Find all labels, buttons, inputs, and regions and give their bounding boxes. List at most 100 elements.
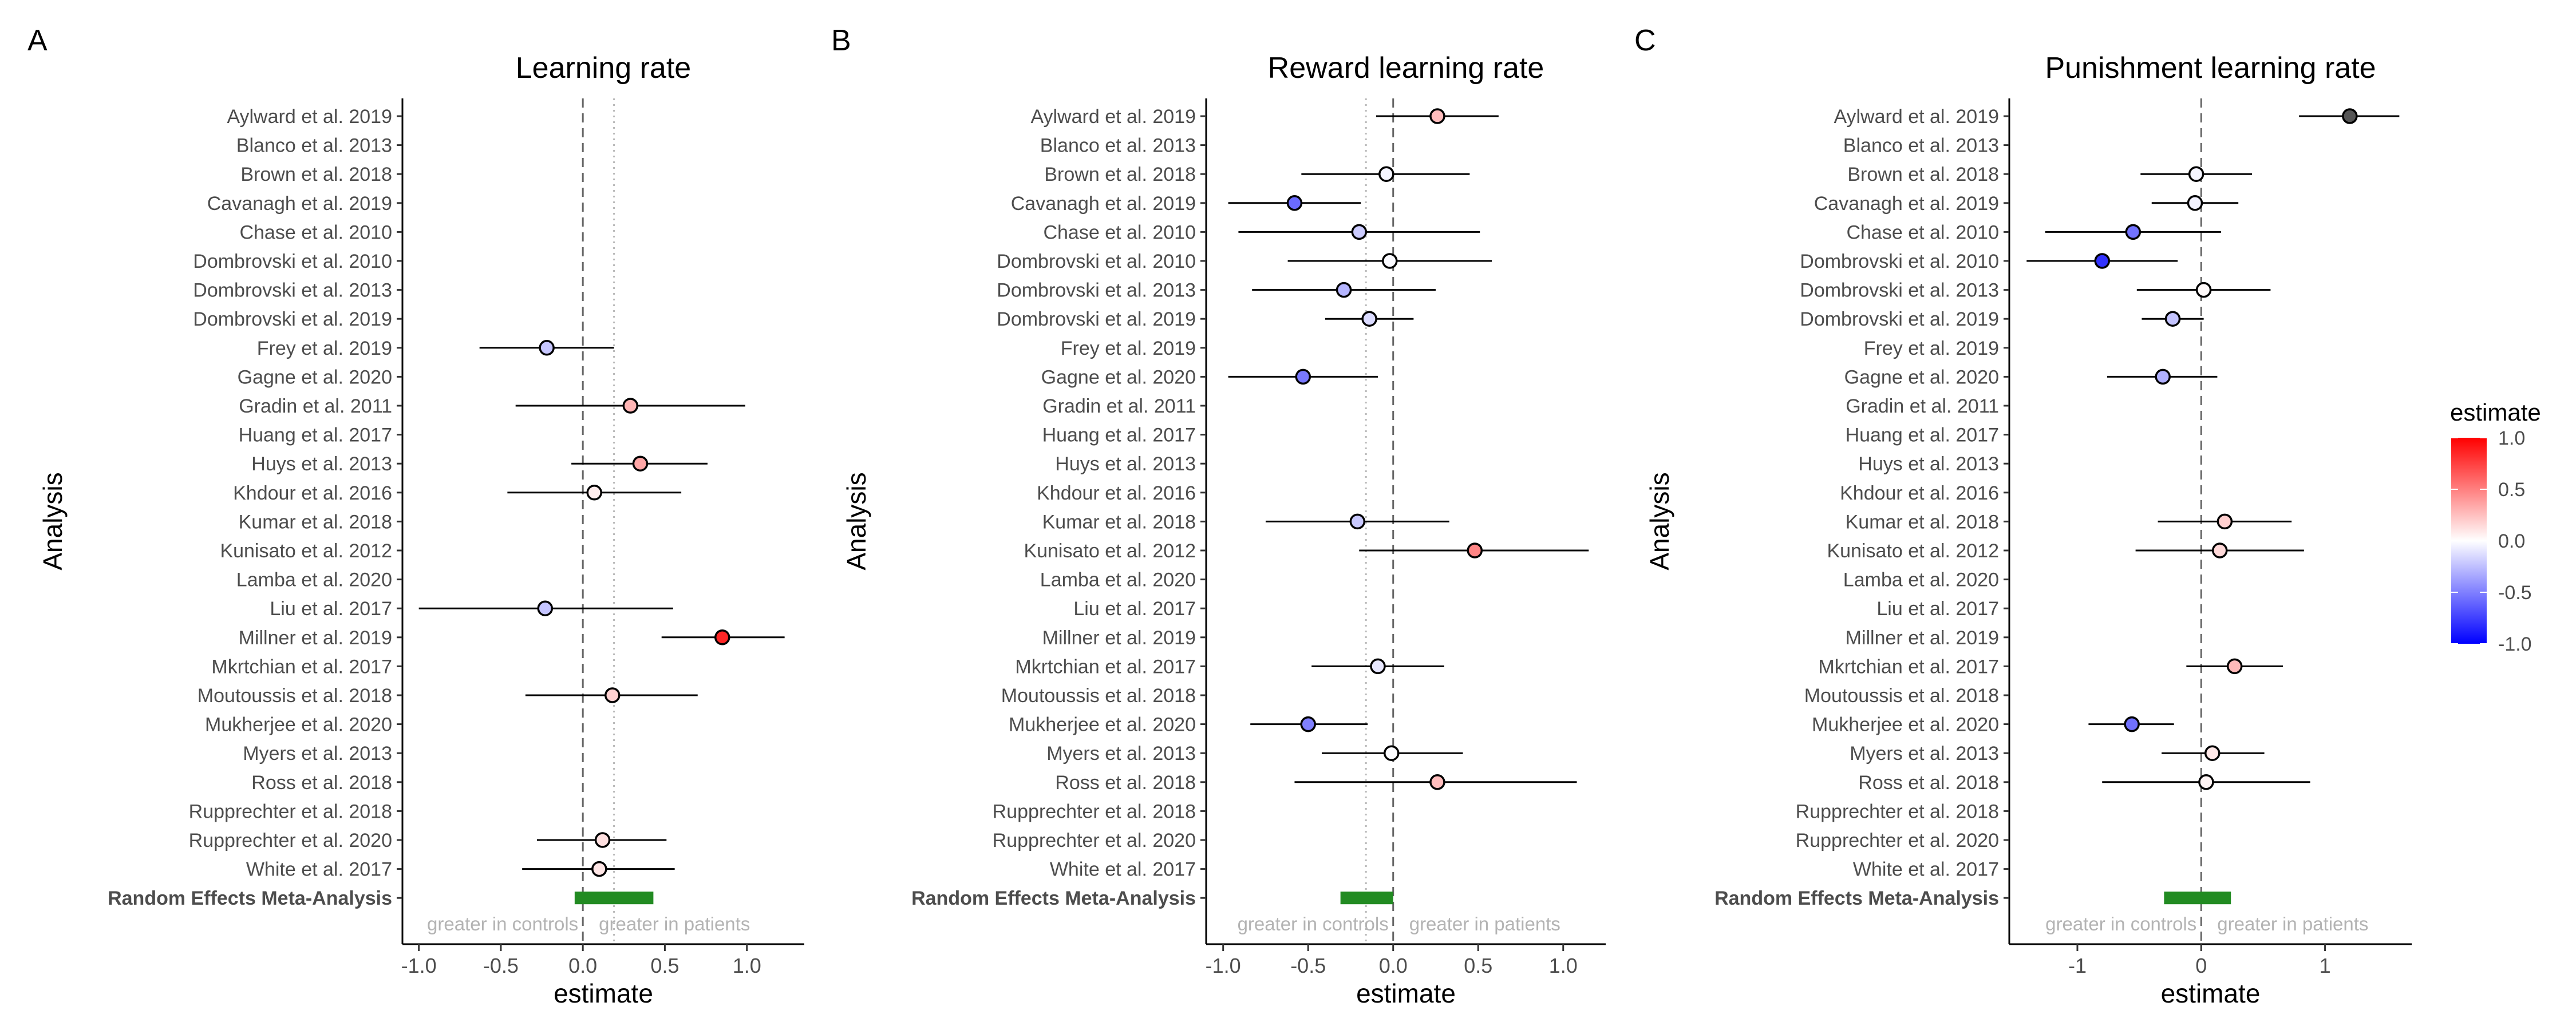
y-tick-label: Lamba et al. 2020 (1843, 569, 1999, 591)
x-axis-title: estimate (2161, 978, 2261, 1008)
estimate-point (1382, 253, 1398, 269)
y-tick-label: Dombrovski et al. 2013 (997, 280, 1196, 302)
x-tick-label: -1.0 (401, 954, 437, 977)
annotation-controls: greater in controls (1238, 913, 1389, 934)
y-axis-title: Analysis (38, 472, 68, 570)
y-tick-label: Moutoussis et al. 2018 (197, 685, 392, 707)
y-tick-label: Millner et al. 2019 (1846, 627, 1999, 649)
y-tick-label: White et al. 2017 (1853, 859, 1999, 881)
y-axis-title: Analysis (1645, 472, 1674, 570)
y-tick-label: Brown et al. 2018 (240, 164, 392, 185)
panel-C: C Punishment learning rate Aylward et al. … (1634, 24, 2412, 1008)
y-tick-label: Blanco et al. 2013 (1040, 135, 1196, 157)
annotation-controls: greater in controls (2045, 913, 2196, 934)
panel-tag: A (27, 24, 48, 57)
estimate-point (2155, 369, 2171, 385)
panel-B: B Reward learning rate Aylward et al. 2019… (831, 24, 1606, 1008)
y-axis-title: Analysis (841, 472, 871, 570)
x-tick-label: 0.0 (568, 954, 597, 977)
estimate-point (1361, 311, 1377, 327)
y-tick-label: Gradin et al. 2011 (1042, 395, 1196, 417)
panel-title: Learning rate (516, 52, 691, 85)
estimate-point (1378, 166, 1394, 182)
estimate-point (539, 340, 555, 356)
x-tick-label: 0.5 (650, 954, 679, 977)
y-tick-label: Mkrtchian et al. 2017 (211, 656, 392, 678)
y-tick-label: Aylward et al. 2019 (227, 106, 392, 128)
y-tick-label: Dombrovski et al. 2010 (997, 251, 1196, 272)
y-tick-label: Rupprechter et al. 2020 (993, 830, 1196, 851)
y-tick-label: Kunisato et al. 2012 (220, 540, 392, 562)
y-tick-label: Lamba et al. 2020 (1040, 569, 1196, 591)
estimate-point (2188, 166, 2204, 182)
y-tick-label: Frey et al. 2019 (257, 338, 392, 359)
x-tick-label: 0 (2195, 954, 2207, 977)
y-tick-label: Kumar et al. 2018 (239, 511, 392, 533)
x-tick-label: 0.5 (1464, 954, 1492, 977)
y-tick-label: Ross et al. 2018 (251, 772, 392, 794)
y-tick-label: Gagne et al. 2020 (238, 366, 392, 388)
y-tick-label: Aylward et al. 2019 (1834, 106, 1999, 128)
x-axis-title: estimate (554, 978, 653, 1008)
y-tick-label: Kumar et al. 2018 (1846, 511, 1999, 533)
estimate-point (1429, 108, 1445, 124)
y-tick-label: Cavanagh et al. 2019 (1011, 193, 1196, 215)
y-tick-label: Gagne et al. 2020 (1844, 366, 1999, 388)
estimate-point (2198, 774, 2214, 790)
estimate-point (1336, 282, 1352, 298)
y-tick-label: Frey et al. 2019 (1864, 338, 1999, 359)
y-tick-label: Khdour et al. 2016 (1037, 482, 1196, 504)
estimate-point (2226, 658, 2243, 675)
estimate-point (2217, 513, 2233, 530)
y-tick-label: Dombrovski et al. 2019 (997, 308, 1196, 330)
y-tick-label: Brown et al. 2018 (1847, 164, 1999, 185)
legend-tick-label: 0.0 (2498, 530, 2525, 552)
y-tick-label: Gradin et al. 2011 (239, 395, 392, 417)
panel-tag: B (831, 24, 851, 57)
estimate-point (1286, 195, 1303, 211)
y-tick-label: Frey et al. 2019 (1061, 338, 1196, 359)
estimate-point (2125, 224, 2142, 240)
y-tick-label: Huang et al. 2017 (239, 425, 392, 446)
meta-analysis-bar (574, 892, 654, 905)
x-tick-label: -0.5 (483, 954, 519, 977)
estimate-point (2204, 745, 2221, 761)
estimate-point (2211, 542, 2228, 558)
estimate-point (622, 398, 639, 414)
y-tick-label: Kunisato et al. 2012 (1827, 540, 1999, 562)
x-tick-label: -1.0 (1206, 954, 1241, 977)
y-tick-label: Huang et al. 2017 (1846, 425, 1999, 446)
y-tick-label: Dombrovski et al. 2019 (193, 308, 392, 330)
y-tick-label: Kumar et al. 2018 (1042, 511, 1196, 533)
y-tick-label: Ross et al. 2018 (1858, 772, 1999, 794)
legend-title: estimate (2450, 399, 2541, 426)
annotation-patients: greater in patients (2217, 913, 2368, 934)
panel-title: Punishment learning rate (2045, 52, 2376, 85)
panel-title: Reward learning rate (1268, 52, 1544, 85)
y-tick-label: Huys et al. 2013 (1858, 453, 1999, 475)
y-tick-label: Gagne et al. 2020 (1041, 366, 1196, 388)
annotation-patients: greater in patients (1409, 913, 1560, 934)
estimate-point (2124, 716, 2140, 732)
estimate-point (1429, 774, 1445, 790)
y-tick-label: Gradin et al. 2011 (1846, 395, 1999, 417)
y-tick-label: Cavanagh et al. 2019 (1814, 193, 1999, 215)
y-tick-label: Chase et al. 2010 (1846, 221, 1999, 243)
y-tick-label: Moutoussis et al. 2018 (1001, 685, 1196, 707)
y-tick-label: Dombrovski et al. 2013 (1800, 280, 1999, 302)
estimate-point (2342, 108, 2358, 124)
y-tick-label: Rupprechter et al. 2020 (1796, 830, 1999, 851)
y-tick-label: Huys et al. 2013 (1055, 453, 1196, 475)
y-tick-label: Aylward et al. 2019 (1030, 106, 1196, 128)
legend-tick-label: -1.0 (2498, 633, 2532, 655)
estimate-point (2195, 282, 2212, 298)
legend-tick-label: 0.5 (2498, 479, 2525, 501)
estimate-point (1349, 513, 1366, 530)
y-tick-label: Chase et al. 2010 (1043, 221, 1196, 243)
x-tick-label: -1 (2068, 954, 2087, 977)
x-tick-label: 1 (2320, 954, 2331, 977)
y-tick-label: Brown et al. 2018 (1044, 164, 1196, 185)
y-tick-label: Moutoussis et al. 2018 (1804, 685, 1999, 707)
x-tick-label: -0.5 (1290, 954, 1326, 977)
